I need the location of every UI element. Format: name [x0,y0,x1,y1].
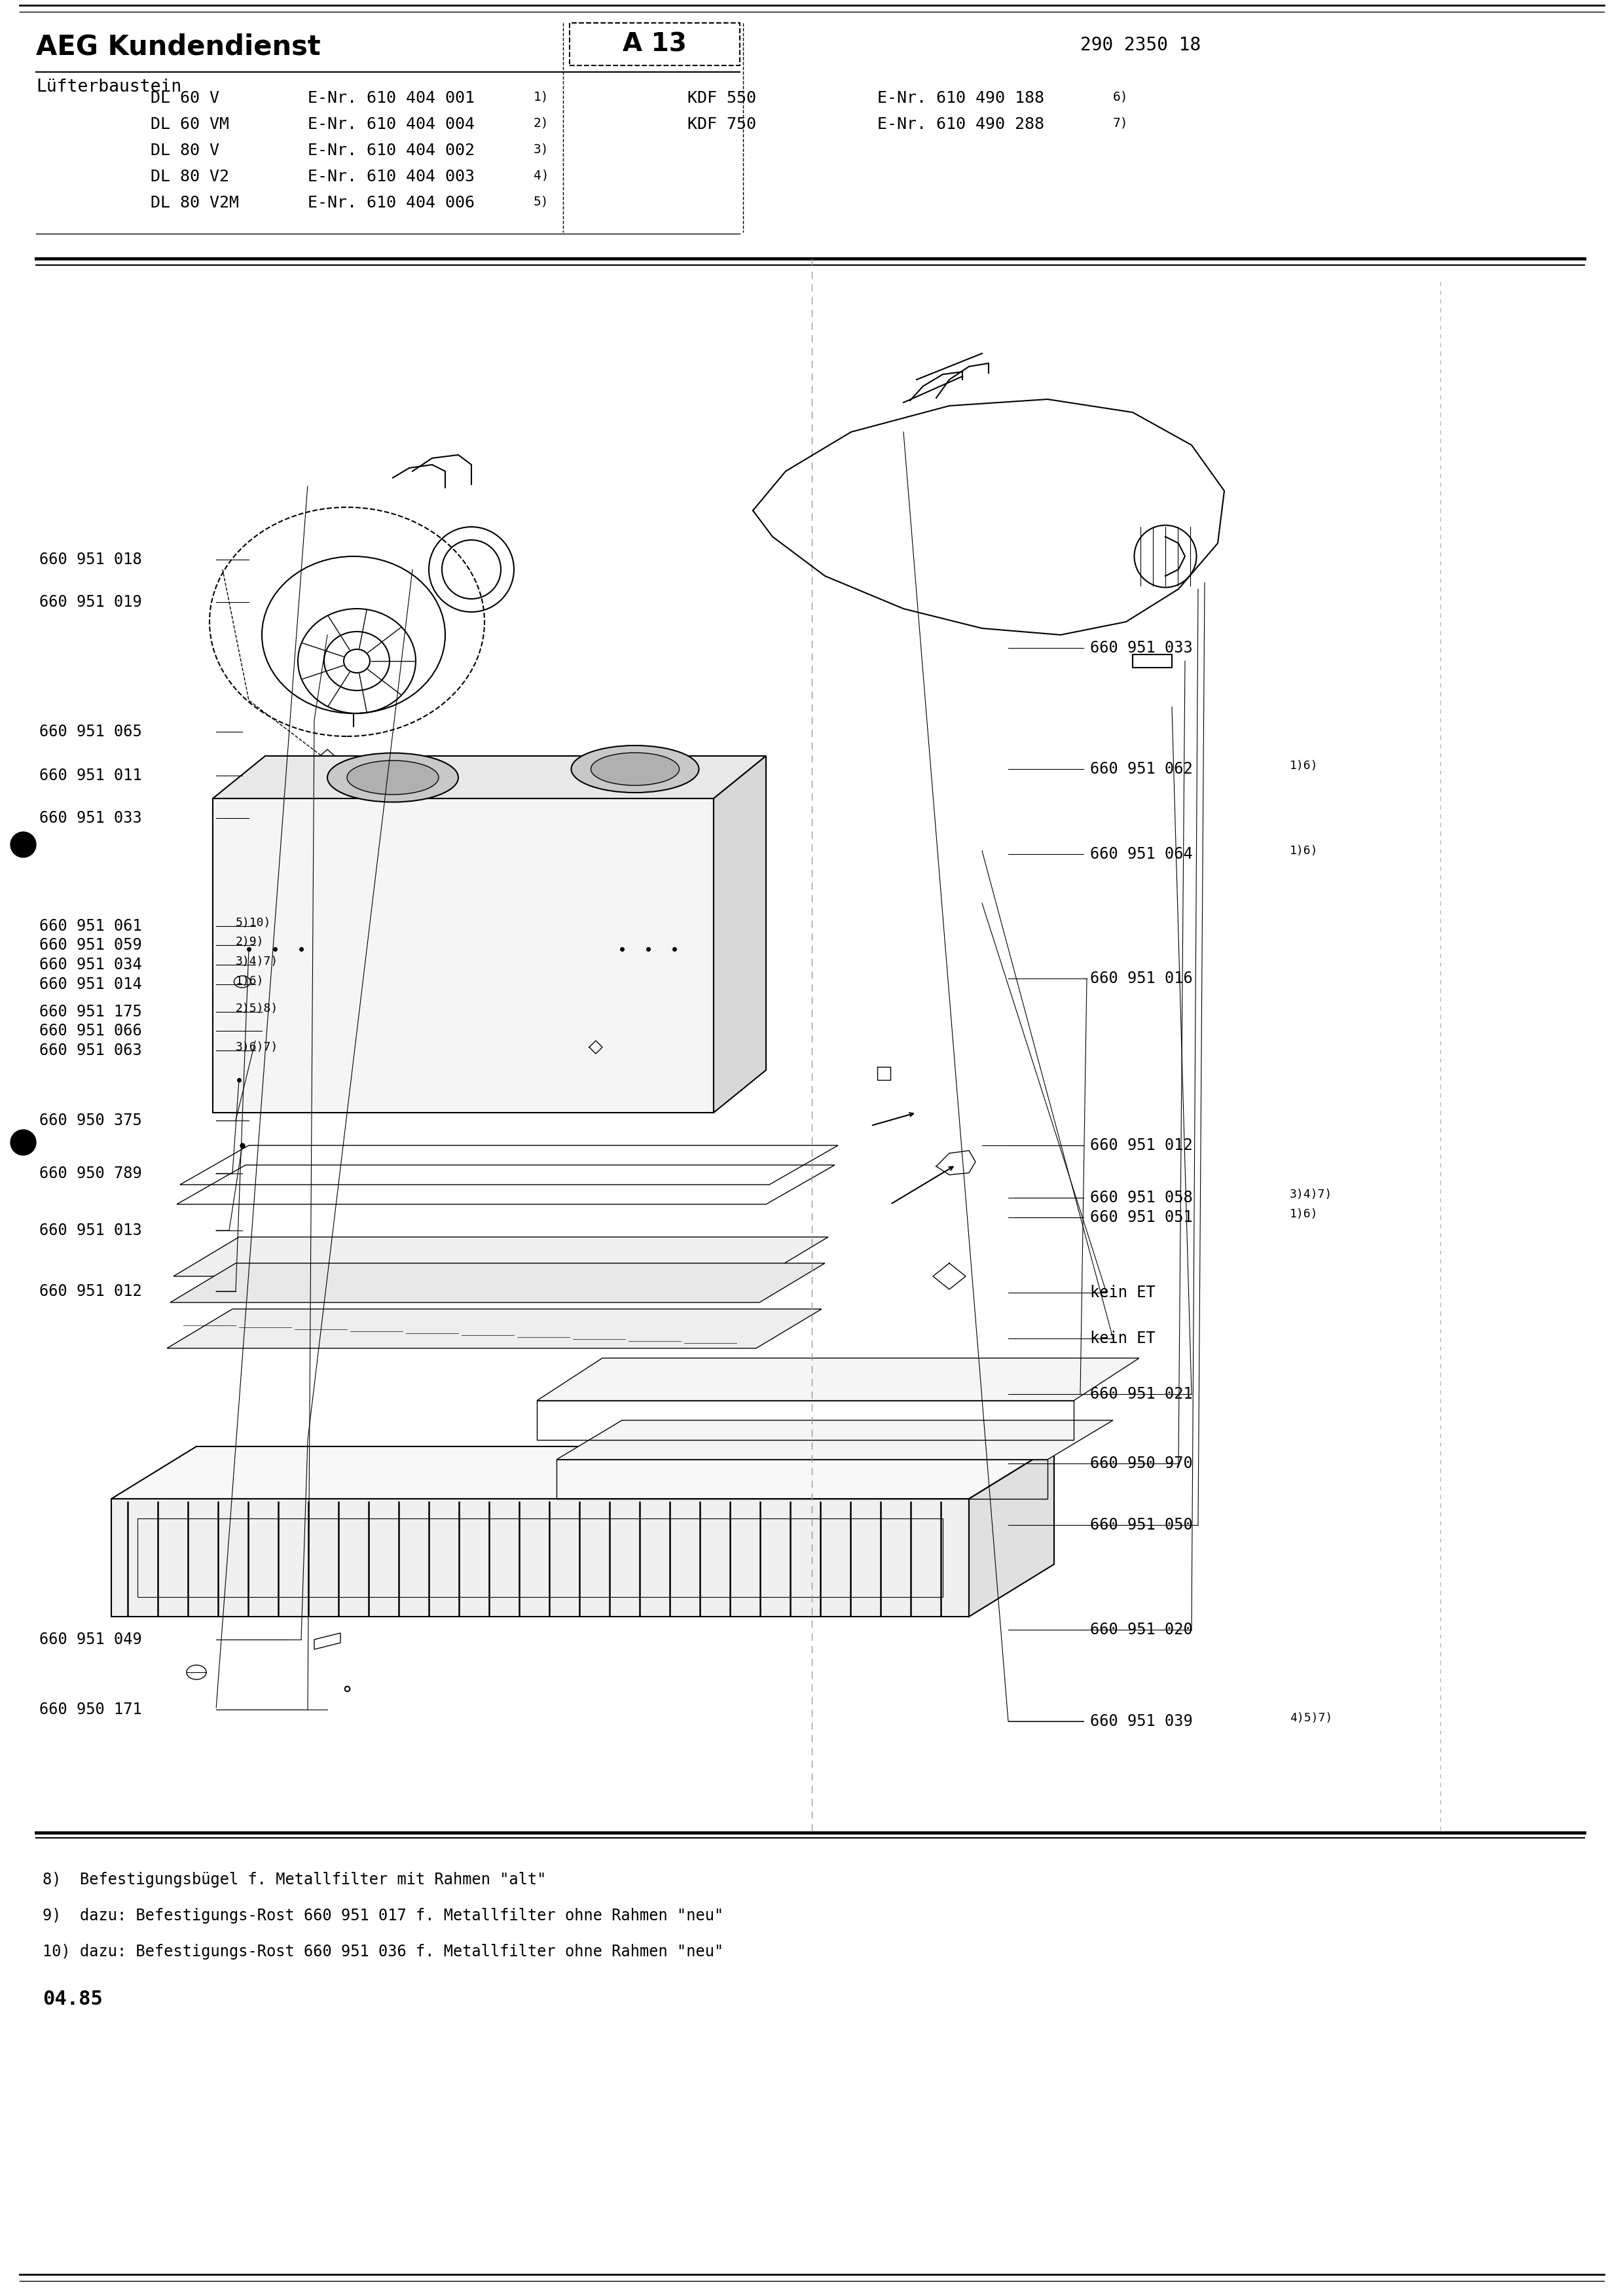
Text: 8)  Befestigungsbügel f. Metallfilter mit Rahmen "alt": 8) Befestigungsbügel f. Metallfilter mit… [42,1871,547,1887]
Text: E-Nr. 610 404 004: E-Nr. 610 404 004 [308,117,474,133]
Text: 660 951 016: 660 951 016 [1091,971,1193,987]
Text: DL 60 V: DL 60 V [151,90,219,106]
Polygon shape [112,1446,1053,1499]
Ellipse shape [591,753,680,785]
Text: DL 80 V: DL 80 V [151,142,219,158]
Text: KDF 750: KDF 750 [688,117,756,133]
Text: 2)5)8): 2)5)8) [235,1003,279,1015]
Text: 660 951 039: 660 951 039 [1091,1713,1193,1729]
Ellipse shape [571,746,700,792]
Polygon shape [557,1421,1113,1460]
Text: E-Nr. 610 490 288: E-Nr. 610 490 288 [878,117,1044,133]
Text: KDF 550: KDF 550 [688,90,756,106]
Text: E-Nr. 610 404 003: E-Nr. 610 404 003 [308,170,474,184]
Text: 660 951 062: 660 951 062 [1091,762,1193,776]
Text: 290 2350 18: 290 2350 18 [1081,37,1201,55]
Polygon shape [174,1238,828,1277]
Text: 1): 1) [534,90,549,103]
Text: DL 80 V2M: DL 80 V2M [151,195,239,211]
Text: 1)6): 1)6) [1290,1208,1318,1219]
Polygon shape [170,1263,824,1302]
Polygon shape [537,1359,1139,1401]
Text: 660 951 012: 660 951 012 [1091,1137,1193,1153]
Text: 3)4)7): 3)4)7) [1290,1189,1332,1201]
Text: 2)9): 2)9) [235,937,265,948]
Text: 660 951 034: 660 951 034 [39,957,141,974]
Text: 4): 4) [534,170,549,181]
Text: 660 951 065: 660 951 065 [39,723,141,739]
Text: E-Nr. 610 404 001: E-Nr. 610 404 001 [308,90,474,106]
Text: E-Nr. 610 404 006: E-Nr. 610 404 006 [308,195,474,211]
Text: 660 951 033: 660 951 033 [1091,641,1193,657]
Text: 5): 5) [534,195,549,207]
Text: 6): 6) [1113,90,1128,103]
Text: 660 951 064: 660 951 064 [1091,847,1193,861]
Text: 660 950 789: 660 950 789 [39,1166,141,1182]
Text: A 13: A 13 [623,32,687,57]
Text: kein ET: kein ET [1091,1332,1156,1345]
Polygon shape [112,1499,969,1616]
Text: 10) dazu: Befestigungs-Rost 660 951 036 f. Metallfilter ohne Rahmen "neu": 10) dazu: Befestigungs-Rost 660 951 036 … [42,1945,724,1958]
Text: 660 951 058: 660 951 058 [1091,1189,1193,1205]
Text: 7): 7) [1113,117,1128,129]
Text: DL 60 VM: DL 60 VM [151,117,229,133]
Bar [570,23,740,67]
Ellipse shape [328,753,458,801]
Text: 9)  dazu: Befestigungs-Rost 660 951 017 f. Metallfilter ohne Rahmen "neu": 9) dazu: Befestigungs-Rost 660 951 017 f… [42,1908,724,1924]
Text: 660 950 171: 660 950 171 [39,1701,141,1717]
Text: 1)6): 1)6) [235,976,265,987]
Text: 660 951 051: 660 951 051 [1091,1210,1193,1226]
Text: Lüfterbaustein: Lüfterbaustein [36,78,182,96]
Text: 4)5)7): 4)5)7) [1290,1713,1332,1724]
Text: 660 951 063: 660 951 063 [39,1042,141,1058]
Text: 660 951 018: 660 951 018 [39,551,141,567]
Text: 3): 3) [534,142,549,156]
Text: 660 951 059: 660 951 059 [39,937,141,953]
Text: 660 951 014: 660 951 014 [39,976,141,992]
Text: 660 951 011: 660 951 011 [39,767,141,783]
Text: 660 951 033: 660 951 033 [39,810,141,827]
Text: 3)4)7): 3)4)7) [235,955,279,967]
Text: DL 80 V2: DL 80 V2 [151,170,229,184]
Text: 1)6): 1)6) [1290,845,1318,856]
Text: 660 951 012: 660 951 012 [39,1283,141,1300]
Text: 660 950 375: 660 950 375 [39,1114,141,1127]
Text: E-Nr. 610 490 188: E-Nr. 610 490 188 [878,90,1044,106]
Text: 660 951 020: 660 951 020 [1091,1621,1193,1637]
Ellipse shape [347,760,438,794]
Text: 660 951 066: 660 951 066 [39,1024,141,1038]
Text: 660 951 061: 660 951 061 [39,918,141,934]
Text: AEG Kundendienst: AEG Kundendienst [36,32,321,60]
Text: 2): 2) [534,117,549,129]
Text: 660 951 049: 660 951 049 [39,1632,141,1649]
Polygon shape [714,755,766,1114]
Text: 660 950 970: 660 950 970 [1091,1456,1193,1472]
Text: 660 951 175: 660 951 175 [39,1003,141,1019]
Text: 04.85: 04.85 [42,1991,102,2009]
Text: 1)6): 1)6) [1290,760,1318,771]
Text: kein ET: kein ET [1091,1286,1156,1300]
Polygon shape [167,1309,821,1348]
Polygon shape [969,1446,1053,1616]
Text: 5)10): 5)10) [235,916,271,930]
Text: 660 951 019: 660 951 019 [39,595,141,611]
Polygon shape [213,799,714,1114]
Text: 660 951 021: 660 951 021 [1091,1387,1193,1403]
Text: 3)6)7): 3)6)7) [235,1042,279,1054]
Polygon shape [213,755,766,799]
Text: 660 951 050: 660 951 050 [1091,1518,1193,1534]
Text: E-Nr. 610 404 002: E-Nr. 610 404 002 [308,142,474,158]
Text: 660 951 013: 660 951 013 [39,1221,141,1238]
